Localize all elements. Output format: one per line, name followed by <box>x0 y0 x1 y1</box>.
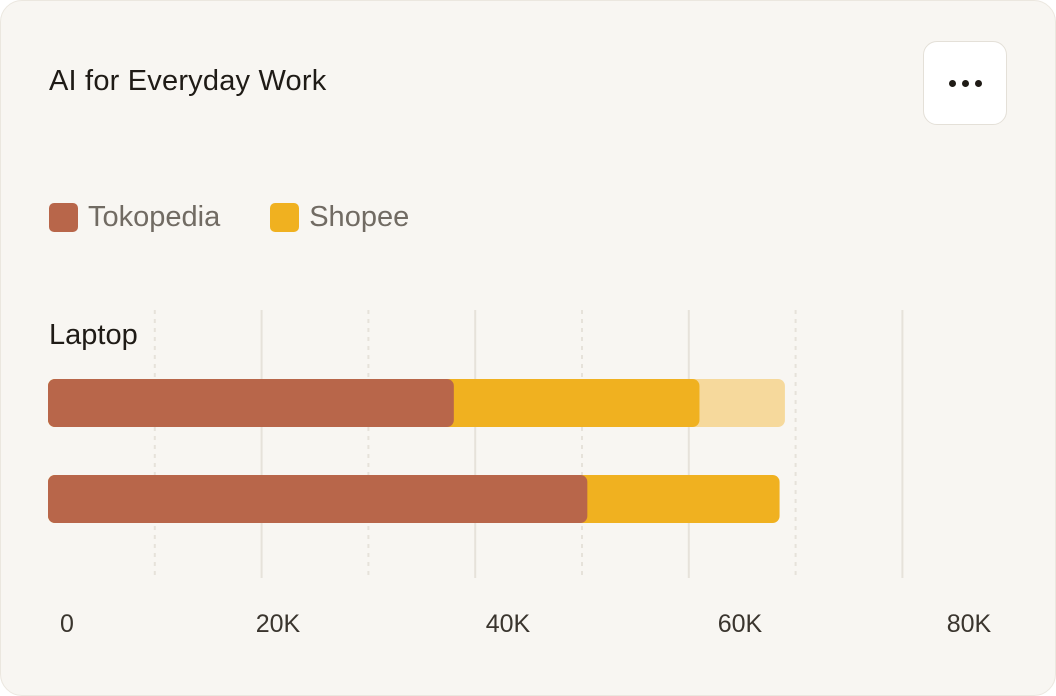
legend-swatch-shopee <box>270 203 300 232</box>
x-tick-label: 80K <box>947 610 992 638</box>
more-horizontal-icon <box>974 79 982 87</box>
x-tick-label: 20K <box>256 610 301 638</box>
more-horizontal-icon <box>948 79 956 87</box>
x-tick-label: 40K <box>486 610 531 638</box>
legend-label-tokopedia: Tokopedia <box>88 201 221 233</box>
legend-swatch-tokopedia <box>49 203 78 232</box>
category-label: Laptop <box>49 319 138 351</box>
legend-label-shopee: Shopee <box>309 201 410 233</box>
legend-item-shopee[interactable]: Shopee <box>270 201 409 234</box>
more-options-button[interactable] <box>923 41 1007 125</box>
more-horizontal-icon <box>961 79 969 87</box>
bar-tokopedia <box>48 379 454 427</box>
bar-tokopedia <box>48 475 588 523</box>
x-tick-label: 60K <box>718 610 763 638</box>
legend-item-tokopedia[interactable]: Tokopedia <box>49 201 220 234</box>
chart-legend: Tokopedia Shopee <box>49 201 409 234</box>
card-title: AI for Everyday Work <box>49 65 327 97</box>
x-tick-label: 0 <box>60 610 74 638</box>
